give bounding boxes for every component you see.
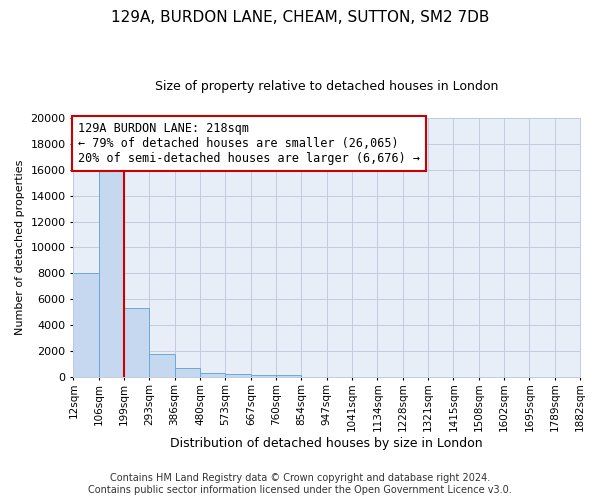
Bar: [276, 375, 301, 377]
Title: Size of property relative to detached houses in London: Size of property relative to detached ho…: [155, 80, 499, 93]
Bar: [175, 368, 200, 377]
X-axis label: Distribution of detached houses by size in London: Distribution of detached houses by size …: [170, 437, 483, 450]
Text: 129A, BURDON LANE, CHEAM, SUTTON, SM2 7DB: 129A, BURDON LANE, CHEAM, SUTTON, SM2 7D…: [111, 10, 489, 25]
Text: 129A BURDON LANE: 218sqm
← 79% of detached houses are smaller (26,065)
20% of se: 129A BURDON LANE: 218sqm ← 79% of detach…: [79, 122, 421, 164]
Bar: [124, 308, 149, 377]
Y-axis label: Number of detached properties: Number of detached properties: [15, 160, 25, 335]
Bar: [251, 374, 276, 377]
Bar: [99, 163, 124, 377]
Bar: [226, 374, 251, 377]
Text: Contains HM Land Registry data © Crown copyright and database right 2024.
Contai: Contains HM Land Registry data © Crown c…: [88, 474, 512, 495]
Bar: [149, 354, 175, 377]
Bar: [200, 373, 226, 377]
Bar: [73, 272, 98, 377]
